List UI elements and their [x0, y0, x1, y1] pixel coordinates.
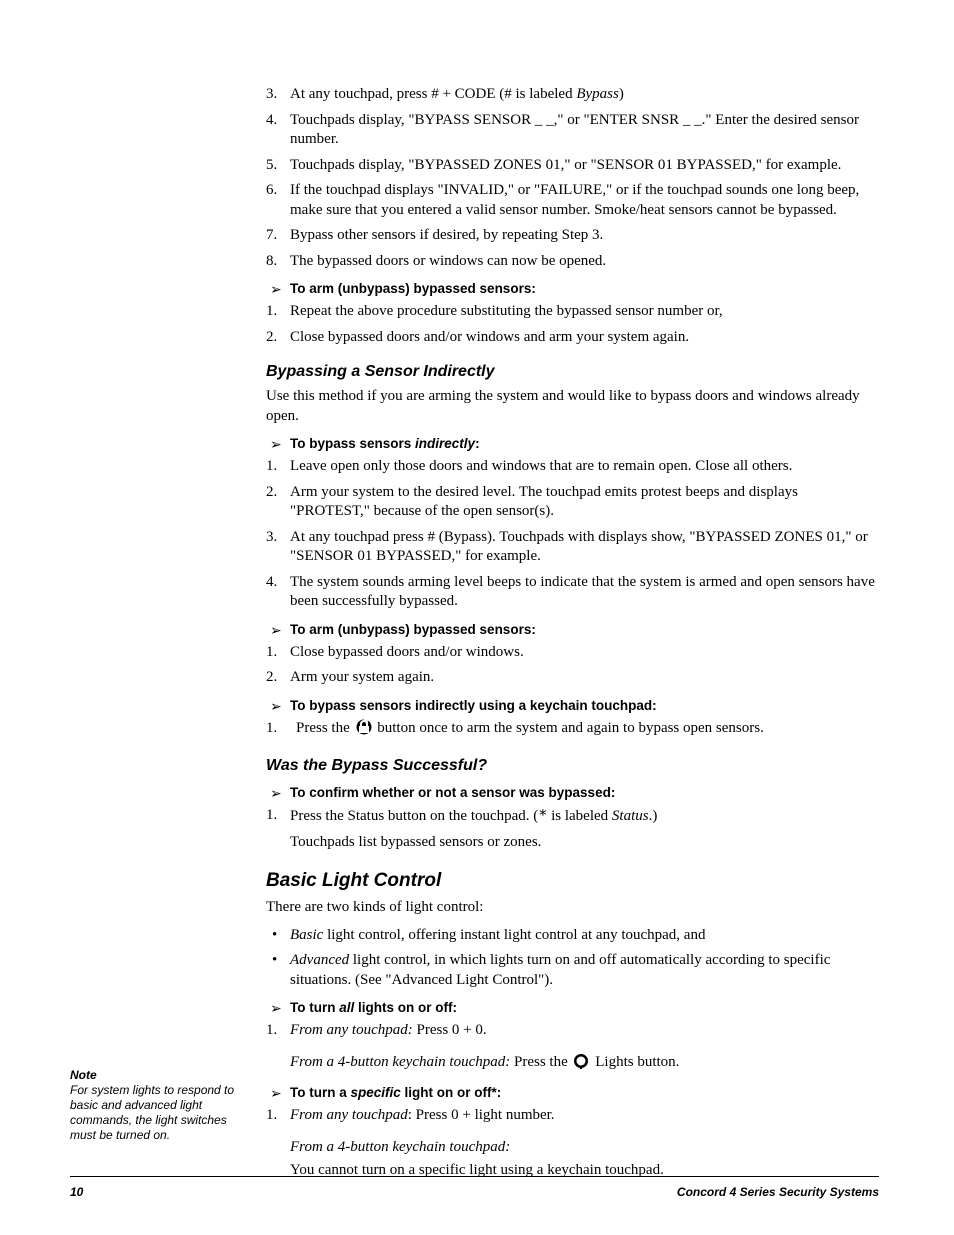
- arrow-heading-unbypass-1: To arm (unbypass) bypassed sensors:: [266, 281, 879, 296]
- arrow6-post: lights on or off:: [354, 1000, 457, 1015]
- arrow2-post: :: [475, 436, 480, 451]
- top-step-item: If the touchpad displays "INVALID," or "…: [266, 181, 879, 220]
- spec-keychain-line: From a 4-button keychain touchpad:: [266, 1138, 879, 1158]
- indirect-step-item: At any touchpad press # (Bypass). Touchp…: [266, 528, 879, 567]
- confirm-pre: Press the Status button on the touchpad.…: [290, 808, 538, 824]
- all-lights-rest: Press 0 + 0.: [413, 1022, 487, 1038]
- main-column: At any touchpad, press # + CODE (# is la…: [266, 85, 879, 1181]
- keychain-step: Press the button once to arm the system …: [266, 719, 879, 742]
- confirm-mid: is labeled: [547, 808, 612, 824]
- heading-was-successful: Was the Bypass Successful?: [266, 757, 879, 775]
- light-intro: There are two kinds of light control:: [266, 898, 879, 918]
- arrow7-post: light on or off*:: [401, 1085, 501, 1100]
- specific-light-step: From any touchpad: Press 0 + light numbe…: [266, 1106, 879, 1126]
- arrow7-it: specific: [351, 1085, 401, 1100]
- heading-basic-light: Basic Light Control: [266, 870, 879, 892]
- specific-light-list: From any touchpad: Press 0 + light numbe…: [266, 1106, 879, 1126]
- indirect-step-item: The system sounds arming level beeps to …: [266, 573, 879, 612]
- keychain4-mid: Press the: [510, 1054, 571, 1070]
- page-footer: 10 Concord 4 Series Security Systems: [70, 1176, 879, 1199]
- confirm-post: .): [649, 808, 658, 824]
- arrow-heading-keychain: To bypass sensors indirectly using a key…: [266, 698, 879, 713]
- arrow6-it: all: [339, 1000, 354, 1015]
- page-number: 10: [70, 1185, 83, 1199]
- confirm-list: Press the Status button on the touchpad.…: [266, 806, 879, 827]
- unbypass-list-2: Close bypassed doors and/or windows. Arm …: [266, 643, 879, 688]
- arrow7-pre: To turn a: [290, 1085, 351, 1100]
- keychain-pre: Press the: [296, 720, 354, 736]
- confirm-body: Touchpads list bypassed sensors or zones…: [266, 833, 879, 853]
- arrow2-it: indirectly: [415, 436, 475, 451]
- unbypass1-item: Close bypassed doors and/or windows and …: [266, 328, 879, 348]
- keychain4-it: From a 4-button keychain touchpad:: [290, 1054, 510, 1070]
- unbypass2-item: Close bypassed doors and/or windows.: [266, 643, 879, 663]
- indirect-step-item: Leave open only those doors and windows …: [266, 457, 879, 477]
- all-lights-step: From any touchpad: Press 0 + 0.: [266, 1021, 879, 1041]
- all-lights-list: From any touchpad: Press 0 + 0.: [266, 1021, 879, 1041]
- arrow6-pre: To turn: [290, 1000, 339, 1015]
- top-step-item: At any touchpad, press # + CODE (# is la…: [266, 85, 879, 105]
- arrow-heading-specific-light: To turn a specific light on or off*:: [266, 1085, 879, 1100]
- keychain-post: button once to arm the system and again …: [374, 720, 764, 736]
- unbypass-list-1: Repeat the above procedure substituting …: [266, 302, 879, 347]
- light-bullet-list: Basic light control, offering instant li…: [266, 926, 879, 991]
- all-lights-it: From any touchpad:: [290, 1022, 413, 1038]
- spec-key-it: From a 4-button keychain touchpad:: [290, 1139, 510, 1155]
- sidebar-note: Note For system lights to respond to bas…: [70, 1068, 250, 1143]
- top-step-item: Touchpads display, "BYPASSED ZONES 01," …: [266, 156, 879, 176]
- heading-indirect: Bypassing a Sensor Indirectly: [266, 363, 879, 381]
- confirm-step: Press the Status button on the touchpad.…: [266, 806, 879, 827]
- footer-text: Concord 4 Series Security Systems: [677, 1185, 879, 1199]
- arrow-heading-confirm: To confirm whether or not a sensor was b…: [266, 785, 879, 800]
- keychain4-line: From a 4-button keychain touchpad: Press…: [266, 1053, 879, 1076]
- lock-icon: [356, 719, 372, 742]
- document-page: Note For system lights to respond to bas…: [0, 0, 954, 1235]
- spec-rest: : Press 0 + light number.: [408, 1107, 555, 1123]
- indirect-steps-list: Leave open only those doors and windows …: [266, 457, 879, 612]
- confirm-sym: *: [538, 806, 547, 824]
- confirm-it: Status: [612, 808, 649, 824]
- note-body: For system lights to respond to basic an…: [70, 1083, 234, 1142]
- arrow-heading-all-lights: To turn all lights on or off:: [266, 1000, 879, 1015]
- top-steps-list: At any touchpad, press # + CODE (# is la…: [266, 85, 879, 271]
- light-bullet-item: Advanced light control, in which lights …: [266, 951, 879, 990]
- top-step-item: Touchpads display, "BYPASS SENSOR _ _," …: [266, 111, 879, 150]
- indirect-intro: Use this method if you are arming the sy…: [266, 387, 879, 426]
- unbypass1-item: Repeat the above procedure substituting …: [266, 302, 879, 322]
- top-step-item: The bypassed doors or windows can now be…: [266, 252, 879, 272]
- keychain-list: Press the button once to arm the system …: [266, 719, 879, 742]
- arrow2-pre: To bypass sensors: [290, 436, 415, 451]
- top-step-item: Bypass other sensors if desired, by repe…: [266, 226, 879, 246]
- unbypass2-item: Arm your system again.: [266, 668, 879, 688]
- arrow-heading-indirect: To bypass sensors indirectly:: [266, 436, 879, 451]
- keychain4-post: Lights button.: [591, 1054, 679, 1070]
- arrow-heading-unbypass-2: To arm (unbypass) bypassed sensors:: [266, 622, 879, 637]
- note-label: Note: [70, 1068, 97, 1082]
- light-bullet-item: Basic light control, offering instant li…: [266, 926, 879, 946]
- lights-ring-icon: [573, 1053, 589, 1076]
- spec-it: From any touchpad: [290, 1107, 408, 1123]
- indirect-step-item: Arm your system to the desired level. Th…: [266, 483, 879, 522]
